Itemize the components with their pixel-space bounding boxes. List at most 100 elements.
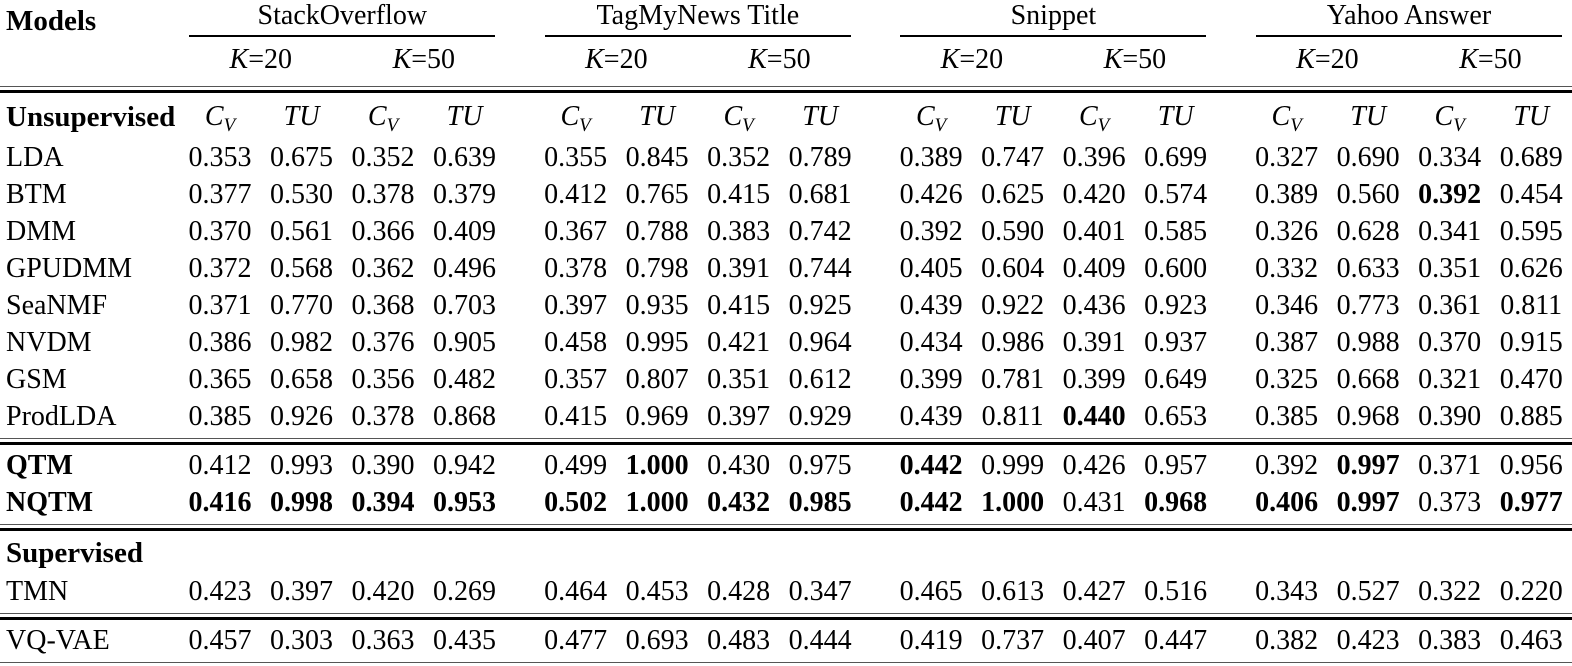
value-cell: 0.421 [707,326,771,358]
value-cell: 0.373 [1418,486,1482,518]
column-gap [861,0,891,83]
value-cell: 0.986 [981,326,1045,358]
metrics-header-row: Unsupervised CV TU CV TU CV TU CV TU CV TU CV TU CV TU… [0,95,1572,139]
value-cell: 0.389 [899,141,963,173]
value-cell: 0.391 [1062,326,1126,358]
value-cell: 0.412 [544,178,608,210]
value-cell: 0.435 [433,624,497,656]
value-cell: 0.365 [188,363,252,395]
value-cell: 0.885 [1499,400,1563,432]
model-name: GSM [6,363,67,395]
k-header: K=20 [585,44,648,75]
value-cell: 0.372 [188,252,252,284]
value-cell: 0.406 [1255,486,1319,518]
value-cell: 0.385 [188,400,252,432]
metric-header-tu: TU [1157,101,1194,132]
model-row: VQ-VAE 0.457 0.303 0.363 0.435 0.477 0.693 0.48… [0,622,1572,659]
metric-header-cv: CV [1078,101,1110,136]
k-header: K=20 [1296,44,1359,75]
model-name: NQTM [6,486,94,518]
column-gap [505,139,535,176]
model-name: VQ-VAE [6,624,110,656]
value-cell: 0.798 [625,252,689,284]
k-header: K=20 [229,44,293,75]
metric-header-tu: TU [446,101,483,132]
model-row: BTM 0.377 0.530 0.378 0.379 0.412 0.765 0.415 0.… [0,176,1572,213]
value-cell: 0.390 [1418,400,1482,432]
value-cell: 0.362 [351,252,415,284]
value-cell: 0.453 [625,575,689,607]
model-row: SeaNMF 0.371 0.770 0.368 0.703 0.397 0.935 0.41… [0,287,1572,324]
value-cell: 0.368 [351,289,415,321]
value-cell: 0.415 [544,400,608,432]
value-cell: 0.789 [788,141,852,173]
model-row: NVDM 0.386 0.982 0.376 0.905 0.458 0.995 0.421 0… [0,324,1572,361]
model-row: LDA 0.353 0.675 0.352 0.639 0.355 0.845 0.352 0.… [0,139,1572,176]
value-cell: 0.922 [981,289,1045,321]
value-cell: 0.929 [788,400,852,432]
table-body: Unsupervised CV TU CV TU CV TU CV TU CV TU CV TU CV TU… [0,95,1572,666]
model-name: SeaNMF [6,289,108,321]
value-cell: 0.409 [1062,252,1126,284]
value-cell: 0.383 [1418,624,1482,656]
value-cell: 0.352 [707,141,771,173]
section-label: Unsupervised [6,100,176,133]
value-cell: 0.361 [1418,289,1482,321]
value-cell: 0.377 [188,178,252,210]
value-cell: 0.370 [1418,326,1482,358]
metric-header-cv: CV [560,101,591,136]
value-cell: 0.407 [1062,624,1126,656]
column-gap [861,447,891,484]
value-cell: 0.811 [1500,289,1563,321]
value-cell: 0.382 [1255,624,1319,656]
value-cell: 0.378 [351,400,415,432]
value-cell: 0.747 [981,141,1045,173]
value-cell: 0.442 [899,486,963,518]
column-gap [861,324,891,361]
model-name: ProdLDA [6,400,117,432]
model-name: TMN [6,575,69,607]
model-row: ProdLDA 0.385 0.926 0.378 0.868 0.415 0.969 0.3… [0,398,1572,435]
value-cell: 0.463 [1499,624,1563,656]
model-name: LDA [6,141,64,173]
value-cell: 0.585 [1144,215,1208,247]
value-cell: 0.628 [1336,215,1400,247]
section-rule [0,521,1572,533]
model-name: GPUDMM [6,252,133,284]
value-cell: 0.397 [707,400,771,432]
section-rule [0,435,1572,447]
value-cell: 0.561 [270,215,334,247]
value-cell: 0.390 [351,449,415,481]
column-gap [505,176,535,213]
value-cell: 0.845 [625,141,689,173]
value-cell: 0.699 [1144,141,1208,173]
value-cell: 0.440 [1062,400,1126,432]
value-cell: 0.956 [1499,449,1563,481]
value-cell: 0.341 [1418,215,1482,247]
value-cell: 0.367 [544,215,608,247]
value-cell: 0.394 [351,486,415,518]
value-cell: 0.658 [270,363,334,395]
section-rule [0,659,1572,666]
column-gap [1216,250,1246,287]
value-cell: 0.530 [270,178,334,210]
value-cell: 0.343 [1255,575,1319,607]
value-cell: 0.401 [1062,215,1126,247]
value-cell: 0.387 [1255,326,1319,358]
column-gap [1216,398,1246,435]
value-cell: 0.781 [981,363,1045,395]
value-cell: 0.321 [1418,363,1482,395]
value-cell: 0.953 [433,486,497,518]
value-cell: 0.482 [433,363,497,395]
section-header-row: Supervised [0,533,1572,573]
value-cell: 0.703 [433,289,497,321]
value-cell: 0.347 [788,575,852,607]
column-gap [861,622,891,659]
value-cell: 0.376 [351,326,415,358]
value-cell: 0.415 [707,178,771,210]
column-gap [1216,622,1246,659]
column-gap [861,176,891,213]
value-cell: 0.454 [1499,178,1563,210]
value-cell: 0.415 [707,289,771,321]
